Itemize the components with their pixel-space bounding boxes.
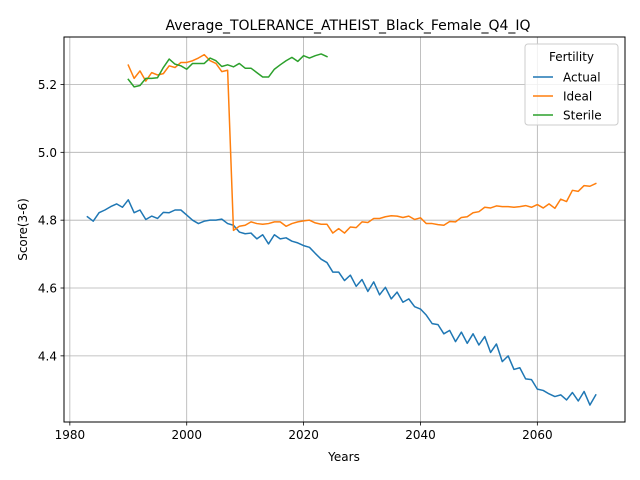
plot-series [86,53,597,406]
series-line-ideal [127,53,597,234]
series-line-actual [86,199,597,406]
x-axis-title: Years [327,450,360,464]
y-tick-label: 5.2 [38,78,57,92]
plot-frame [63,36,626,423]
legend-label-sterile: Sterile [563,109,602,123]
x-tick-label: 2000 [171,428,202,442]
legend-label-actual: Actual [563,71,601,85]
y-tick-label: 4.6 [38,282,57,296]
y-axis-ticks: 4.4 4.6 4.8 5.0 5.2 [38,78,64,363]
y-tick-label: 4.4 [38,349,57,363]
y-axis-title: Score(3-6) [16,198,30,261]
legend-entries: Actual Ideal Sterile [533,71,602,123]
y-tick-label: 5.0 [38,146,57,160]
y-tick-label: 4.8 [38,214,57,228]
legend-box [524,43,619,126]
x-tick-label: 2060 [522,428,553,442]
legend-label-ideal: Ideal [563,90,592,104]
x-tick-label: 1980 [55,428,86,442]
x-axis-ticks: 1980 2000 2020 2040 2060 [55,422,553,442]
chart-title: Average_TOLERANCE_ATHEIST_Black_Female_Q… [165,18,530,34]
legend-title: Fertility [549,50,594,64]
x-tick-label: 2020 [288,428,319,442]
x-tick-label: 2040 [405,428,436,442]
series-line-sterile [127,53,328,88]
legend: Fertility Actual Ideal Sterile [524,43,619,126]
